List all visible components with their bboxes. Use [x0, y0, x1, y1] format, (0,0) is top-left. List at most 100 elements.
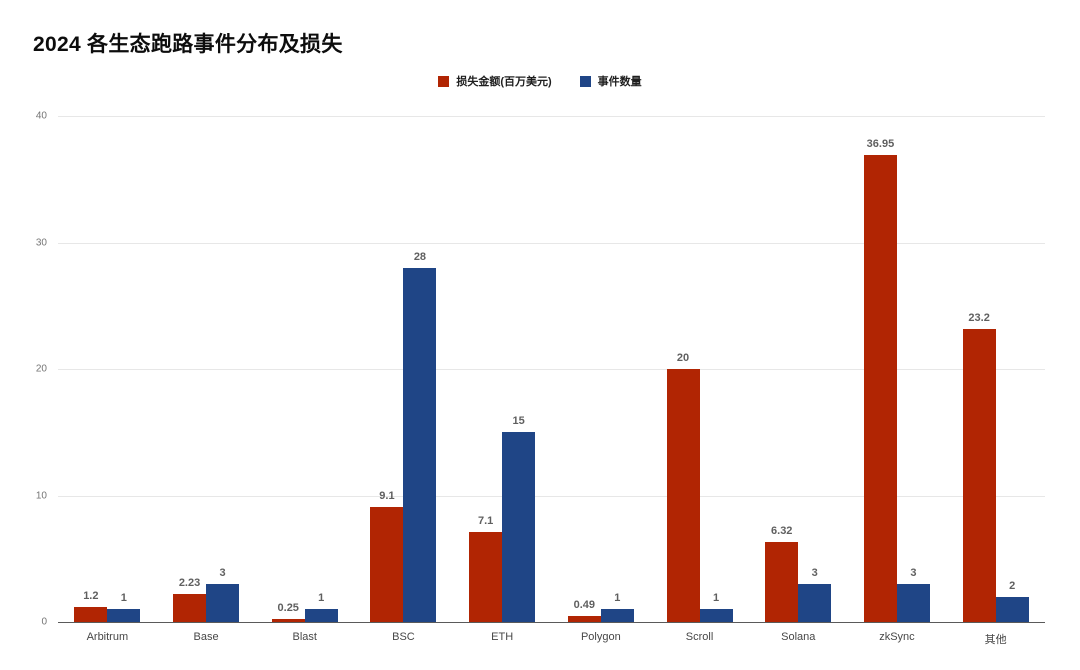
bar-value-label: 2: [1009, 579, 1016, 592]
gridline: [58, 369, 1045, 370]
count-bar: [798, 584, 832, 622]
count-bar: [600, 609, 634, 622]
bar-value-label: 3: [811, 567, 818, 580]
bar-column: 7.1: [469, 116, 503, 622]
bar-value-label: 0.25: [277, 601, 299, 614]
loss-bar: [863, 154, 897, 622]
loss-bar: [370, 506, 404, 622]
bar-value-label: 1: [712, 592, 720, 605]
bar-value-label: 6.32: [771, 525, 793, 538]
gridline: [58, 116, 1045, 117]
bar-value-label: 9.1: [379, 489, 395, 502]
y-axis-tick-label: 0: [41, 616, 47, 628]
loss-bar: [962, 328, 996, 622]
y-axis-tick-label: 40: [35, 110, 47, 122]
loss-bar: [173, 593, 207, 622]
x-axis-label: zkSync: [879, 631, 915, 643]
legend-label-count: 事件数量: [597, 76, 642, 88]
bar-group: 2.23 3: [157, 116, 256, 622]
bar-value-label: 28: [413, 250, 427, 263]
bar-value-label: 1: [318, 592, 325, 605]
x-axis-label: Solana: [781, 631, 816, 643]
bar-value-label: 3: [219, 567, 226, 580]
bar-column: 3: [896, 116, 930, 622]
x-axis-label: Polygon: [580, 631, 621, 643]
x-axis-label: Blast: [292, 631, 317, 643]
bar-column: 15: [502, 116, 536, 622]
loss-bar: [74, 606, 108, 622]
bar-column: 28: [403, 116, 437, 622]
bar-group: 6.32 3: [749, 116, 848, 622]
count-bar: [995, 596, 1029, 622]
x-axis-label: Scroll: [685, 631, 714, 643]
loss-bar: [765, 542, 799, 622]
bar-column: 20: [666, 116, 700, 622]
bar-column: 6.32: [765, 116, 799, 622]
count-series-swatch: [579, 75, 591, 87]
bar-value-label: 1.2: [83, 589, 99, 602]
bar-column: 2.23: [173, 116, 207, 622]
bar-column: 9.1: [370, 116, 404, 622]
legend: 损失金额(百万美元) 事件数量: [0, 73, 1080, 89]
bar-column: 3: [798, 116, 832, 622]
bar-value-label: 7.1: [477, 515, 494, 528]
bar-column: 3: [206, 116, 240, 622]
bar-value-label: 15: [512, 415, 525, 428]
bar-group: 36.95 3: [848, 116, 947, 622]
bar-value-label: 3: [910, 567, 917, 580]
bar-value-label: 1: [120, 592, 127, 605]
bar-group: 20 1: [650, 116, 749, 622]
bar-value-label: 0.49: [573, 598, 596, 611]
x-axis-label: 其他: [984, 634, 1007, 646]
x-axis-label: Base: [193, 631, 219, 643]
bar-value-label: 36.95: [866, 137, 895, 150]
count-bar: [206, 584, 240, 622]
x-axis-baseline: [58, 622, 1045, 623]
bar-value-label: 20: [676, 352, 690, 364]
bar-column: 1: [600, 116, 634, 622]
bar-column: 1: [107, 116, 141, 622]
y-axis-tick-label: 20: [35, 363, 47, 375]
bar-column: 1: [699, 116, 733, 622]
chart-title: 2024 各生态跑路事件分布及损失: [33, 33, 343, 56]
loss-bar: [469, 532, 503, 622]
loss-bar: [271, 618, 305, 622]
bar-value-label: 1: [614, 592, 621, 605]
x-axis-label: BSC: [392, 631, 415, 643]
plot-area: 0 10 20 30 40 1.2 1 Arbitrum 2.23 3 Base 0.25 1 Blast…: [36, 111, 1045, 646]
legend-item-loss: 损失金额(百万美元): [438, 73, 552, 89]
bar-column: 23.2: [962, 116, 996, 622]
gridline: [58, 242, 1045, 244]
bar-group: 0.25 1: [255, 116, 354, 622]
bar-column: 1: [304, 116, 338, 622]
bar-column: 0.25: [271, 116, 305, 622]
count-bar: [304, 609, 338, 622]
bar-group: 23.2 2: [946, 116, 1045, 622]
count-bar: [403, 267, 437, 622]
y-axis-tick-label: 30: [35, 237, 47, 248]
bar-column: 36.95: [863, 116, 897, 622]
bar-group: 1.2 1: [58, 116, 157, 622]
bar-group: 0.49 1: [552, 116, 651, 622]
count-bar: [896, 584, 930, 622]
bar-column: 1.2: [74, 116, 108, 622]
bar-group: 9.1 28: [354, 116, 453, 622]
bar-column: 0.49: [567, 116, 601, 622]
legend-label-loss: 损失金额(百万美元): [456, 76, 552, 88]
gridline: [58, 495, 1045, 497]
loss-bar: [567, 615, 601, 622]
loss-bar: [666, 369, 700, 622]
x-axis-label: ETH: [491, 631, 514, 643]
loss-series-swatch: [438, 75, 450, 87]
bar-value-label: 2.23: [178, 576, 201, 589]
count-bar: [107, 609, 141, 622]
legend-item-count: 事件数量: [579, 73, 642, 89]
bar-group: 7.1 15: [453, 116, 552, 622]
count-bar: [502, 432, 536, 622]
bar-column: 2: [995, 116, 1029, 622]
bar-value-label: 23.2: [968, 311, 990, 324]
count-bar: [699, 609, 733, 622]
y-axis-tick-label: 10: [35, 490, 47, 501]
x-axis-label: Arbitrum: [86, 631, 129, 643]
